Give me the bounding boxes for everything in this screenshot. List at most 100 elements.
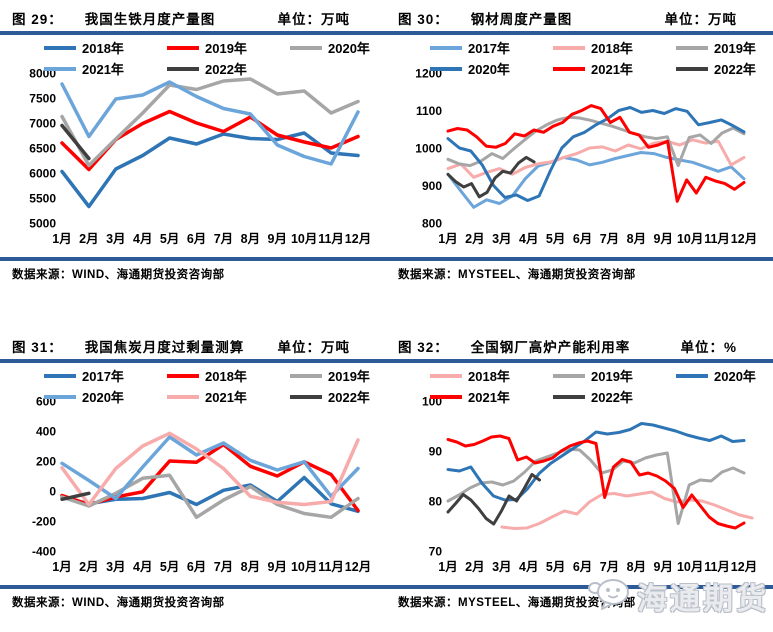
figure-29-source: 数据来源：WIND、海通期货投资咨询部: [12, 269, 225, 281]
x-tick-label: 6月: [187, 560, 206, 574]
x-tick-label: 2月: [79, 560, 98, 574]
x-tick-label: 11月: [704, 232, 730, 246]
legend-item-2018年: 2018年: [553, 38, 676, 57]
x-tick-label: 3月: [106, 232, 125, 246]
legend-label: 2021年: [205, 390, 247, 405]
fig-30-series-line-2017年: [446, 151, 746, 209]
fig-31-series-line-2021年: [60, 431, 360, 507]
legend-row: 2017年 2018年 2019年: [44, 365, 413, 386]
y-tick-label: 5000: [29, 217, 56, 231]
y-tick-label: -200: [32, 515, 56, 529]
legend-row: 2021年 2022年: [44, 58, 413, 79]
y-tick-label: 1100: [416, 104, 442, 118]
y-tick-label: 90: [429, 445, 443, 459]
legend-item-2017年: 2017年: [430, 38, 553, 57]
fig-30-series-line-2022年: [446, 155, 536, 199]
figure-32-title: 全国钢厂高炉产能利用率: [470, 340, 631, 355]
legend-item-2022年: 2022年: [553, 387, 676, 406]
legend-line-swatch: [44, 373, 76, 378]
legend-item-2020年: 2020年: [290, 38, 413, 57]
divider-line: [0, 257, 386, 261]
x-tick-label: 12月: [345, 560, 371, 574]
x-tick-label: 12月: [731, 560, 757, 574]
legend-line-swatch: [167, 66, 199, 71]
x-tick-label: 7月: [214, 560, 233, 574]
figure-32-source: 数据来源：MYSTEEL、海通期货投资咨询部: [398, 597, 636, 609]
x-tick-label: 9月: [654, 560, 673, 574]
figure-31-unit: 单位：万吨: [277, 340, 350, 355]
legend-label: 2022年: [591, 390, 633, 405]
figure-30-chart: 1200 1100 1000 900 800 1月 2月 3月 4月 5月 6月 7月 8月 9月 10月 1…: [386, 35, 773, 257]
x-tick-label: 1月: [438, 560, 457, 574]
fig-30-legend: 2017年 2018年 2019年 2020年 2021年 2022年: [430, 37, 773, 79]
figure-31-header: 图 31： 我国焦炭月度过剩量测算 单位：万吨: [0, 334, 386, 363]
y-tick-label: 200: [36, 455, 56, 469]
x-tick-label: 5月: [546, 560, 565, 574]
x-tick-label: 11月: [318, 560, 344, 574]
x-tick-label: 7月: [600, 560, 619, 574]
figure-31-title: 我国焦炭月度过剩量测算: [84, 340, 245, 355]
x-tick-label: 8月: [241, 560, 260, 574]
x-tick-label: 7月: [214, 232, 233, 246]
fig-32-series-line-2019年: [446, 447, 746, 525]
x-tick-label: 4月: [519, 232, 538, 246]
y-tick-label: 900: [422, 179, 442, 193]
legend-label: 2020年: [82, 390, 124, 405]
legend-item-2022年: 2022年: [167, 59, 290, 78]
y-tick-label: 7500: [29, 92, 56, 106]
x-tick-label: 11月: [704, 560, 730, 574]
fig-31-series-line-2022年: [60, 491, 91, 502]
legend-label: 2019年: [714, 41, 756, 56]
legend-label: 2020年: [714, 369, 756, 384]
legend-item-2018年: 2018年: [44, 38, 167, 57]
x-tick-label: 9月: [268, 232, 287, 246]
legend-line-swatch: [676, 66, 708, 71]
fig-29-series-line-2021年: [60, 80, 360, 166]
y-tick-label: 5500: [29, 192, 56, 206]
legend-row: 2018年 2019年 2020年: [430, 365, 773, 386]
x-tick-label: 11月: [318, 232, 344, 246]
legend-row: 2020年 2021年 2022年: [44, 386, 413, 407]
legend-label: 2021年: [591, 62, 633, 77]
figure-29-number: 图 29：: [12, 12, 63, 27]
y-tick-label: 7000: [29, 117, 56, 131]
legend-item-2019年: 2019年: [290, 366, 413, 385]
x-tick-label: 3月: [106, 560, 125, 574]
legend-line-swatch: [290, 394, 322, 399]
legend-item-2019年: 2019年: [167, 38, 290, 57]
fig-32-series-line-2018年: [500, 490, 754, 530]
legend-row: 2018年 2019年 2020年: [44, 37, 413, 58]
x-tick-label: 1月: [52, 232, 71, 246]
x-tick-label: 9月: [654, 232, 673, 246]
figure-30-panel: 图 30： 钢材周度产量图 单位：万吨 1200 1100 1000 900 800 1月…: [386, 0, 773, 316]
x-tick-label: 5月: [546, 232, 565, 246]
divider-line: [386, 585, 773, 589]
legend-line-swatch: [44, 45, 76, 50]
figure-31-number: 图 31：: [12, 340, 63, 355]
legend-item-2022年: 2022年: [290, 387, 413, 406]
x-tick-label: 4月: [519, 560, 538, 574]
y-tick-label: 6000: [29, 167, 56, 181]
figure-32-number: 图 32：: [398, 340, 449, 355]
legend-line-swatch: [290, 45, 322, 50]
divider-line: [0, 585, 386, 589]
legend-line-swatch: [430, 66, 462, 71]
y-tick-label: 70: [429, 545, 443, 559]
y-tick-label: 400: [36, 425, 56, 439]
legend-line-swatch: [430, 45, 462, 50]
legend-label: 2019年: [328, 369, 370, 384]
x-tick-label: 10月: [677, 232, 703, 246]
legend-item-2019年: 2019年: [676, 38, 773, 57]
legend-line-swatch: [676, 45, 708, 50]
legend-line-swatch: [553, 66, 585, 71]
legend-label: 2020年: [468, 62, 510, 77]
legend-item-2018年: 2018年: [430, 366, 553, 385]
fig-29-series-line-2018年: [60, 131, 360, 209]
x-tick-label: 8月: [627, 232, 646, 246]
fig-32-series-line-2020年: [446, 422, 746, 502]
legend-item-2021年: 2021年: [553, 59, 676, 78]
x-tick-label: 12月: [345, 232, 371, 246]
